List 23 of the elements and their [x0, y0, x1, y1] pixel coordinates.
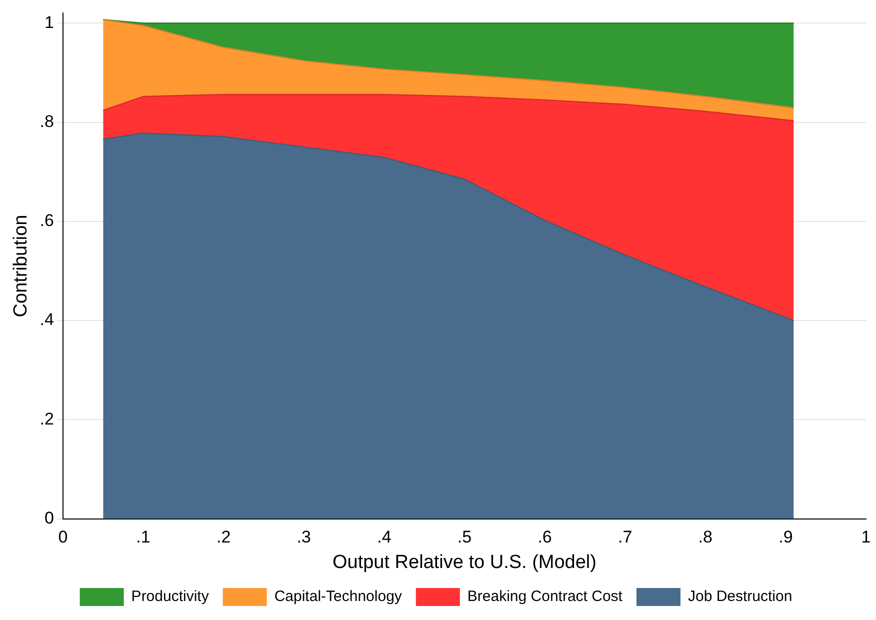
legend-label: Breaking Contract Cost	[467, 588, 624, 606]
y-tick-label: .8	[40, 112, 54, 131]
y-axis-title: Contribution	[10, 214, 32, 318]
x-axis-title: Output Relative to U.S. (Model)	[332, 552, 596, 573]
y-tick-label: .2	[40, 409, 54, 428]
x-tick-label: .2	[216, 528, 231, 547]
x-tick-label: .4	[377, 528, 392, 547]
legend-label: Productivity	[131, 588, 210, 606]
x-tick-label: .9	[778, 528, 793, 547]
legend-label: Capital-Technology	[274, 588, 402, 606]
x-tick-label: 1	[861, 528, 871, 547]
y-tick-label: .4	[40, 310, 54, 330]
y-tick-label: 1	[44, 12, 54, 32]
x-tick-label: .5	[457, 528, 472, 547]
x-tick-label: .7	[618, 528, 632, 547]
x-tick-label: .8	[698, 528, 712, 547]
x-tick-label: 0	[58, 528, 68, 547]
x-tick-label: .3	[296, 528, 311, 547]
y-tick-label: 0	[44, 508, 54, 528]
x-tick-label: .1	[136, 528, 150, 547]
legend-label: Job Destruction	[688, 588, 792, 606]
x-tick-label: .6	[538, 528, 552, 547]
y-tick-label: .6	[40, 211, 54, 230]
